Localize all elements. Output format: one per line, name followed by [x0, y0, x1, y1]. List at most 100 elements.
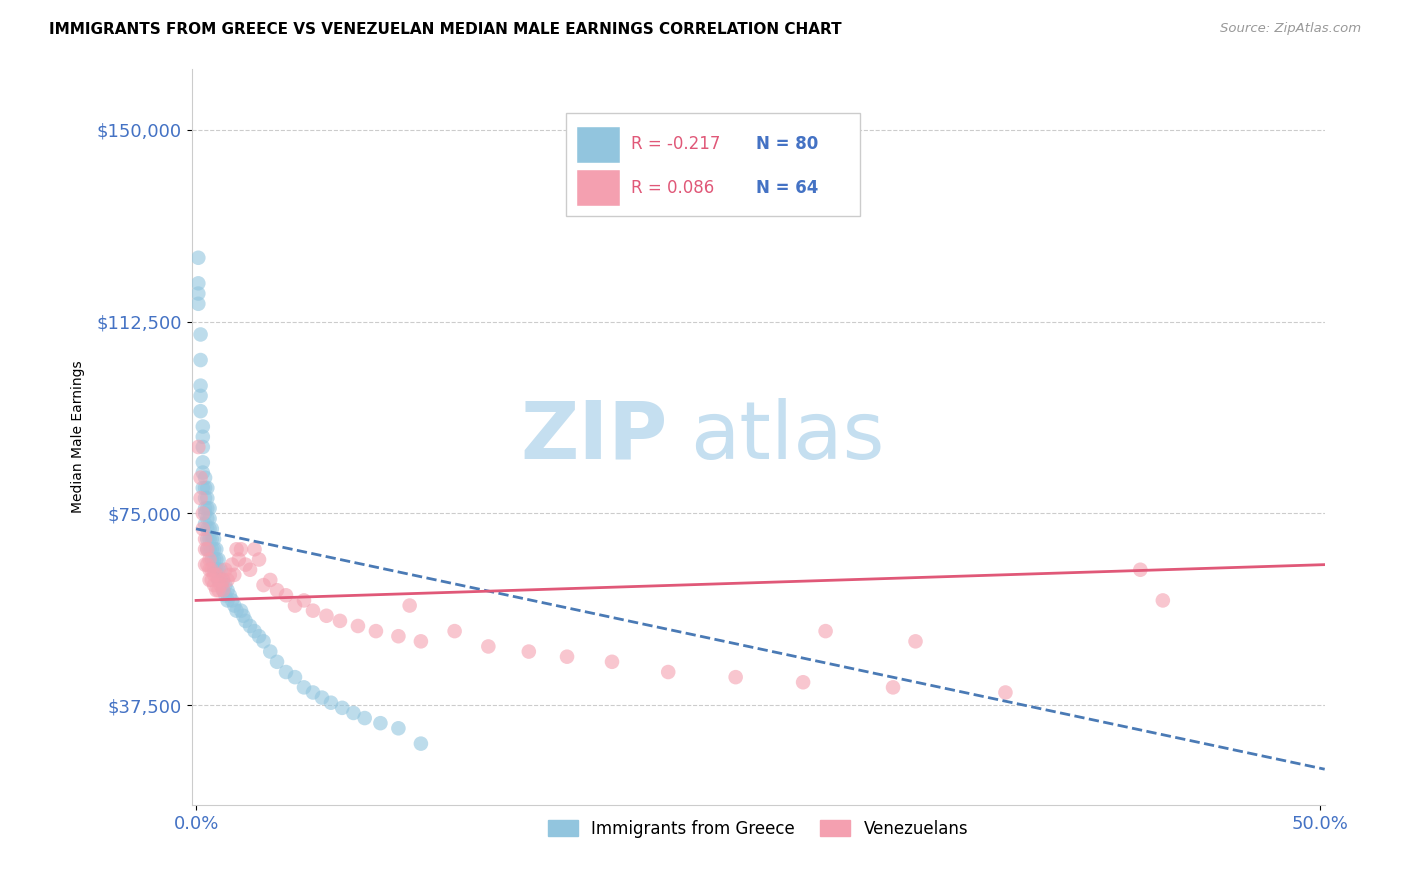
- Point: [195, 532, 218, 546]
- Point: [212, 583, 235, 598]
- Point: [187, 297, 209, 311]
- Point: [191, 481, 214, 495]
- FancyBboxPatch shape: [576, 128, 620, 163]
- Point: [207, 573, 229, 587]
- Point: [198, 522, 221, 536]
- Point: [198, 563, 221, 577]
- Point: [239, 619, 262, 633]
- Point: [330, 701, 353, 715]
- Point: [207, 573, 229, 587]
- Point: [202, 532, 225, 546]
- Point: [195, 558, 218, 572]
- Point: [329, 614, 352, 628]
- Point: [190, 353, 212, 368]
- Point: [274, 665, 297, 679]
- Point: [217, 583, 239, 598]
- Point: [214, 563, 236, 577]
- Point: [217, 593, 239, 607]
- Point: [225, 542, 247, 557]
- Point: [266, 583, 288, 598]
- Point: [342, 706, 364, 720]
- Point: [191, 455, 214, 469]
- Point: [212, 583, 235, 598]
- Point: [194, 558, 217, 572]
- Point: [235, 614, 257, 628]
- Point: [247, 552, 270, 566]
- Text: IMMIGRANTS FROM GREECE VS VENEZUELAN MEDIAN MALE EARNINGS CORRELATION CHART: IMMIGRANTS FROM GREECE VS VENEZUELAN MED…: [49, 22, 842, 37]
- Text: R = -0.217: R = -0.217: [631, 136, 721, 153]
- Point: [239, 563, 262, 577]
- Point: [259, 644, 281, 658]
- Point: [904, 634, 927, 648]
- Point: [205, 567, 228, 582]
- Point: [235, 558, 257, 572]
- Point: [229, 604, 252, 618]
- Point: [205, 552, 228, 566]
- Text: Source: ZipAtlas.com: Source: ZipAtlas.com: [1220, 22, 1361, 36]
- Point: [370, 716, 392, 731]
- Point: [195, 542, 218, 557]
- Point: [194, 507, 217, 521]
- Point: [232, 608, 254, 623]
- Point: [195, 501, 218, 516]
- Point: [353, 711, 375, 725]
- Point: [201, 573, 224, 587]
- Point: [209, 563, 232, 577]
- Point: [814, 624, 837, 639]
- Point: [187, 277, 209, 291]
- Point: [398, 599, 420, 613]
- Point: [191, 522, 214, 536]
- Point: [195, 481, 218, 495]
- Point: [205, 542, 228, 557]
- Point: [319, 696, 342, 710]
- Point: [187, 251, 209, 265]
- Point: [218, 588, 240, 602]
- Point: [191, 419, 214, 434]
- Point: [191, 466, 214, 480]
- Point: [600, 655, 623, 669]
- Point: [212, 573, 235, 587]
- Text: R = 0.086: R = 0.086: [631, 178, 714, 197]
- Point: [217, 573, 239, 587]
- Point: [198, 552, 221, 566]
- Point: [443, 624, 465, 639]
- Point: [302, 685, 325, 699]
- Point: [221, 593, 243, 607]
- Point: [994, 685, 1017, 699]
- Point: [792, 675, 814, 690]
- Point: [190, 491, 212, 505]
- Point: [387, 721, 409, 735]
- Point: [187, 440, 209, 454]
- Point: [517, 644, 540, 658]
- Point: [202, 563, 225, 577]
- Point: [252, 578, 274, 592]
- Point: [195, 511, 218, 525]
- Point: [202, 542, 225, 557]
- Point: [207, 552, 229, 566]
- Point: [209, 573, 232, 587]
- Point: [243, 542, 266, 557]
- Point: [187, 286, 209, 301]
- Point: [224, 567, 246, 582]
- Point: [229, 542, 252, 557]
- Point: [194, 471, 217, 485]
- Point: [315, 608, 337, 623]
- Point: [228, 552, 250, 566]
- Point: [201, 542, 224, 557]
- Text: N = 64: N = 64: [756, 178, 818, 197]
- Point: [202, 578, 225, 592]
- Point: [191, 440, 214, 454]
- Point: [207, 583, 229, 598]
- Legend: Immigrants from Greece, Venezuelans: Immigrants from Greece, Venezuelans: [541, 814, 974, 845]
- Point: [214, 588, 236, 602]
- Point: [198, 501, 221, 516]
- Point: [202, 552, 225, 566]
- FancyBboxPatch shape: [565, 112, 860, 216]
- Point: [194, 542, 217, 557]
- Point: [657, 665, 679, 679]
- Text: N = 80: N = 80: [756, 136, 818, 153]
- Point: [201, 532, 224, 546]
- Point: [387, 629, 409, 643]
- Point: [191, 507, 214, 521]
- Point: [194, 501, 217, 516]
